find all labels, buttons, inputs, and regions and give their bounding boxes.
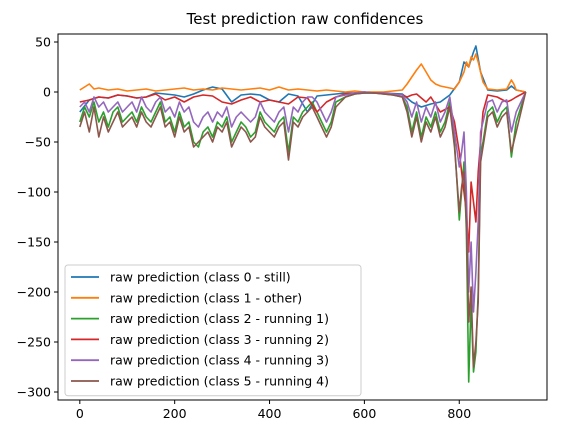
y-tick-label: 50 (35, 35, 51, 50)
legend-entry-label: raw prediction (class 2 - running 1) (110, 311, 329, 326)
legend-entry-label: raw prediction (class 4 - running 3) (110, 353, 329, 368)
x-axis: 0 200 400 600 800 (76, 400, 471, 421)
plot-frame (57, 33, 548, 401)
series-line-class-1 (79, 53, 526, 93)
x-tick-label: 0 (76, 406, 84, 421)
legend-entry-label: raw prediction (class 3 - running 2) (110, 332, 329, 347)
y-tick-label: −150 (17, 235, 51, 250)
x-tick-label: 800 (447, 406, 471, 421)
series-layer (79, 45, 527, 383)
legend-entry-label: raw prediction (class 1 - other) (110, 290, 302, 305)
y-tick-label: −300 (17, 385, 51, 400)
series-line-class-4 (79, 91, 527, 313)
y-axis: 50 0 −50 −100 −150 −200 −250 −300 (17, 35, 58, 400)
legend-entry-label: raw prediction (class 0 - still) (110, 270, 291, 285)
y-tick-label: −250 (17, 335, 51, 350)
legend-entry-label: raw prediction (class 5 - running 4) (110, 374, 329, 389)
x-tick-label: 600 (352, 406, 376, 421)
x-tick-label: 200 (163, 406, 187, 421)
legend-box (64, 264, 362, 397)
y-tick-label: −100 (17, 185, 51, 200)
series-line-class-5 (79, 91, 527, 368)
x-tick-label: 400 (258, 406, 282, 421)
y-tick-label: −50 (25, 135, 51, 150)
chart-title: Test prediction raw confidences (186, 10, 424, 28)
y-tick-label: 0 (43, 85, 51, 100)
legend: raw prediction (class 0 - still) raw pred… (64, 264, 362, 397)
y-tick-label: −200 (17, 285, 51, 300)
